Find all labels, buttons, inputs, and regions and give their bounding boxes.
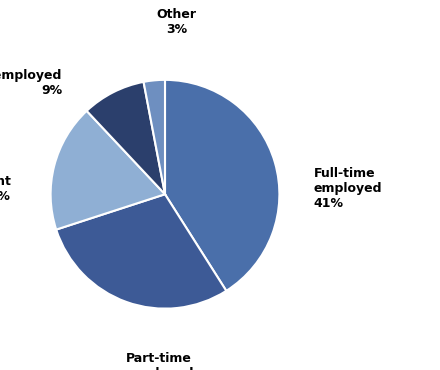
Wedge shape [56, 194, 226, 309]
Wedge shape [143, 80, 165, 194]
Text: Other
3%: Other 3% [157, 9, 196, 36]
Text: Part-time
employed
29%: Part-time employed 29% [125, 352, 194, 370]
Wedge shape [87, 82, 165, 194]
Text: Student
18%: Student 18% [0, 175, 11, 202]
Text: Unemployed
9%: Unemployed 9% [0, 69, 62, 97]
Wedge shape [51, 111, 165, 230]
Wedge shape [165, 80, 279, 291]
Text: Full-time
employed
41%: Full-time employed 41% [314, 167, 382, 210]
